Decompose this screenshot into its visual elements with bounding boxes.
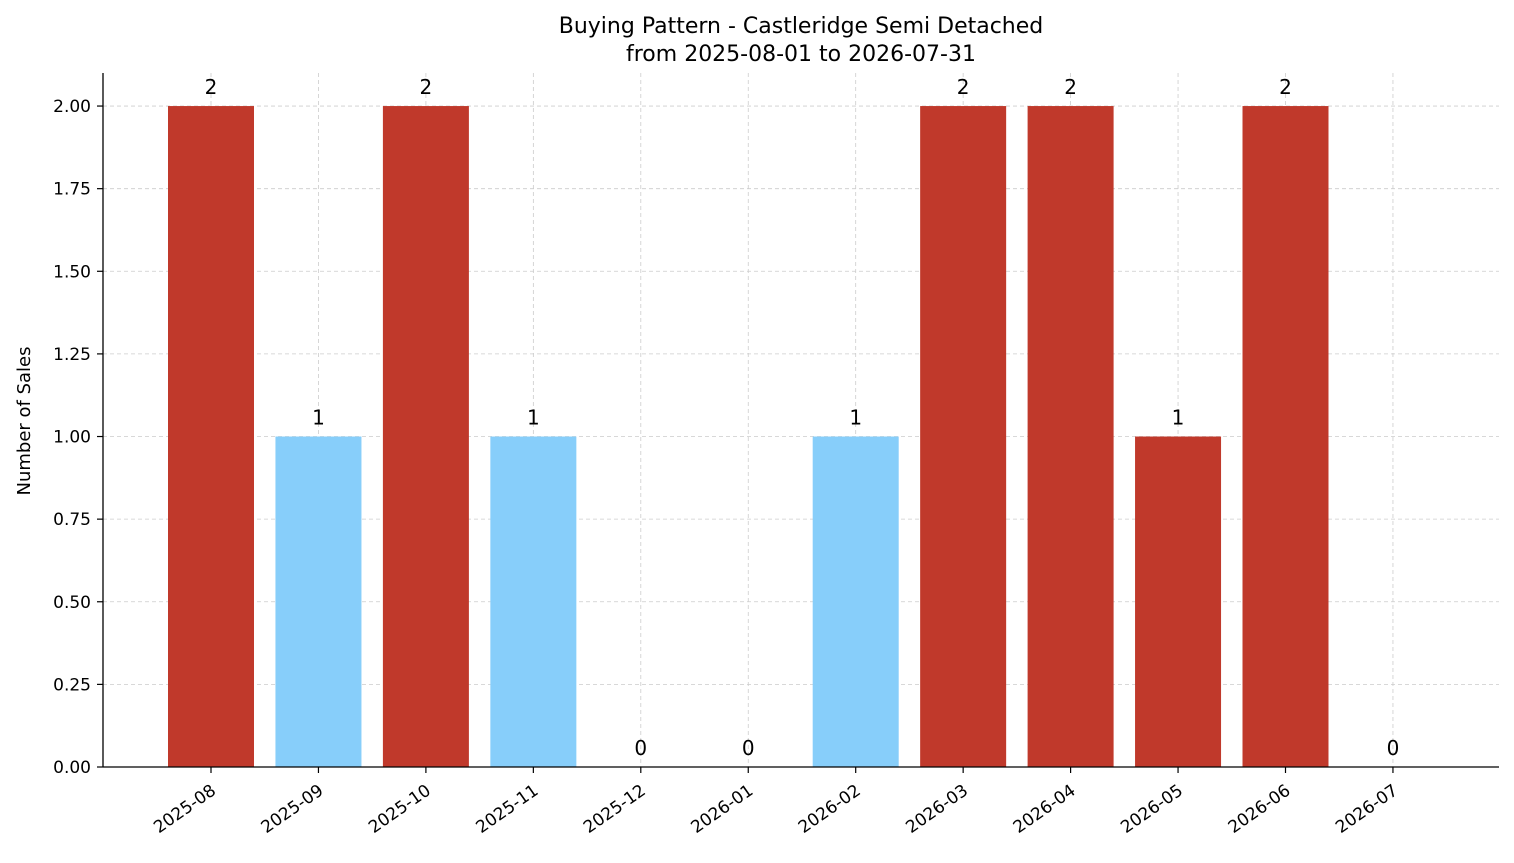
data-label: 0 xyxy=(742,736,755,760)
data-labels: 2 1 2 1 0 0 1 2 2 1 2 0 xyxy=(205,75,1400,760)
x-tick-label: 2026-07 xyxy=(1332,781,1402,838)
x-tick-label: 2025-12 xyxy=(580,781,650,838)
x-tick-label: 2025-09 xyxy=(258,781,328,838)
chart-title-line1: Buying Pattern - Castleridge Semi Detach… xyxy=(559,14,1044,39)
y-axis-ticks: 0.00 0.25 0.50 0.75 1.00 1.25 1.50 1.75 2.00 xyxy=(53,97,103,778)
y-axis-label: Number of Sales xyxy=(14,346,35,495)
data-label: 1 xyxy=(312,406,325,430)
data-label: 2 xyxy=(1064,75,1077,99)
bar xyxy=(168,106,254,768)
y-tick-label: 0.00 xyxy=(53,758,91,778)
y-tick-label: 1.00 xyxy=(53,428,91,448)
x-tick-label: 2026-03 xyxy=(902,781,972,838)
y-tick-label: 0.75 xyxy=(53,510,91,530)
chart-title-line2: from 2025-08-01 to 2026-07-31 xyxy=(626,42,976,67)
bar xyxy=(1135,436,1222,767)
bar xyxy=(382,106,469,768)
bars xyxy=(168,106,1329,768)
bar xyxy=(1242,106,1329,768)
bar xyxy=(275,436,362,767)
x-axis-ticks: 2025-08 2025-09 2025-10 2025-11 2025-12 2026-… xyxy=(150,767,1402,838)
bar xyxy=(920,106,1007,768)
data-label: 1 xyxy=(527,406,540,430)
y-tick-label: 0.50 xyxy=(53,593,91,613)
bar xyxy=(812,436,899,767)
data-label: 2 xyxy=(1279,75,1292,99)
x-tick-label: 2026-06 xyxy=(1225,781,1295,838)
x-tick-label: 2025-08 xyxy=(150,781,220,838)
x-tick-label: 2026-02 xyxy=(795,781,865,838)
bar xyxy=(490,436,577,767)
x-tick-label: 2025-11 xyxy=(473,781,543,838)
x-tick-label: 2026-01 xyxy=(687,781,757,838)
data-label: 2 xyxy=(420,75,433,99)
y-tick-label: 2.00 xyxy=(53,97,91,117)
x-tick-label: 2026-05 xyxy=(1117,781,1187,838)
data-label: 0 xyxy=(634,736,647,760)
x-tick-label: 2025-10 xyxy=(365,781,435,838)
y-tick-label: 0.25 xyxy=(53,675,91,695)
y-tick-label: 1.25 xyxy=(53,345,91,365)
data-label: 1 xyxy=(1172,406,1185,430)
data-label: 0 xyxy=(1387,736,1400,760)
y-tick-label: 1.50 xyxy=(53,262,91,282)
x-tick-label: 2026-04 xyxy=(1010,781,1080,838)
data-label: 1 xyxy=(849,406,862,430)
data-label: 2 xyxy=(957,75,970,99)
data-label: 2 xyxy=(205,75,218,99)
bar xyxy=(1027,106,1114,768)
y-tick-label: 1.75 xyxy=(53,180,91,200)
